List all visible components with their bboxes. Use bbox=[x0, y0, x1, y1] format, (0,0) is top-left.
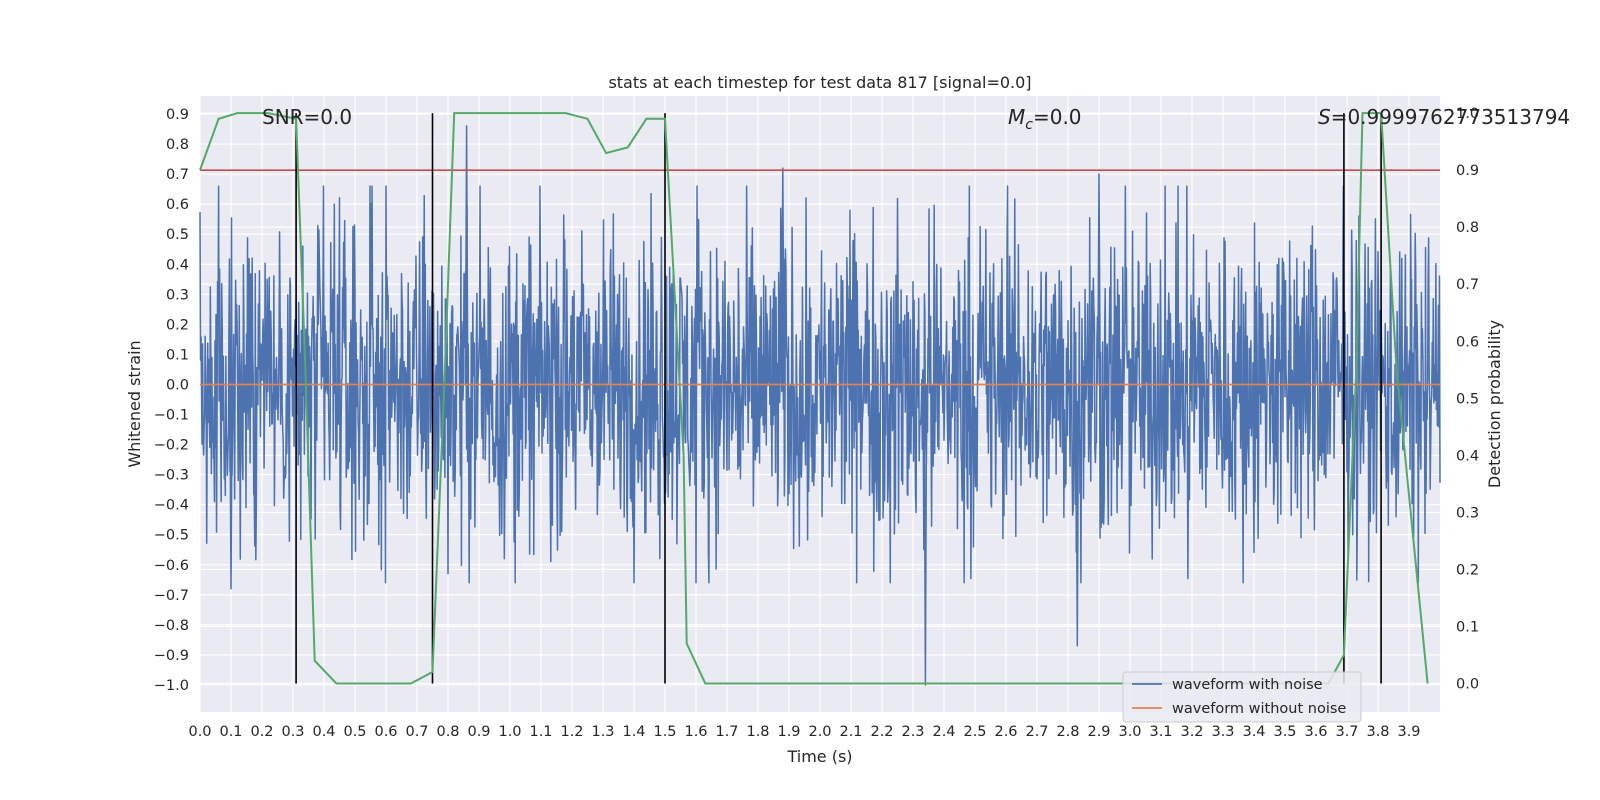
y2-tick-label: 1.0 bbox=[1456, 106, 1479, 122]
y-tick-label: −0.2 bbox=[154, 438, 189, 454]
x-tick-label: 0.7 bbox=[405, 724, 428, 740]
legend: waveform with noise waveform without noi… bbox=[1122, 671, 1362, 723]
x-tick-label: 3.4 bbox=[1242, 724, 1265, 740]
y-tick-label: −0.7 bbox=[154, 588, 189, 604]
annotation-mc: Mc=0.0 bbox=[1008, 105, 1082, 133]
y2-axis-label: Detection probability bbox=[1485, 320, 1504, 488]
y-tick-label: 0.9 bbox=[166, 107, 189, 123]
x-tick-label: 2.5 bbox=[963, 724, 986, 740]
legend-box bbox=[1122, 671, 1362, 723]
x-tick-label: 1.1 bbox=[529, 724, 552, 740]
event-markers bbox=[295, 113, 1382, 684]
y2-tick-label: 0.1 bbox=[1456, 619, 1479, 635]
x-tick-label: 0.9 bbox=[467, 724, 490, 740]
noise-waveform-path bbox=[199, 125, 1441, 686]
y2-tick-label: 0.2 bbox=[1456, 562, 1479, 578]
x-tick-labels: 0.0 0.1 0.2 0.3 0.4 0.5 0.6 0.7 0.8 0.9 1.0 1.1 1.2 1… bbox=[188, 724, 1420, 740]
x-tick-label: 1.9 bbox=[777, 724, 800, 740]
series-detection-probability bbox=[199, 112, 1429, 685]
x-tick-label: 3.2 bbox=[1180, 724, 1203, 740]
x-tick-label: 1.2 bbox=[560, 724, 583, 740]
x-tick-label: 0.1 bbox=[219, 724, 242, 740]
y-tick-label: 0.0 bbox=[166, 377, 189, 393]
series-waveform-with-noise bbox=[199, 125, 1441, 686]
y-tick-label: −0.5 bbox=[154, 528, 189, 544]
y2-tick-labels: 1.0 0.9 0.8 0.7 0.6 0.5 0.4 0.3 0.2 0.1 0.0 bbox=[1456, 106, 1479, 692]
y2-tick-label: 0.4 bbox=[1456, 448, 1479, 464]
y2-tick-label: 0.0 bbox=[1456, 676, 1479, 692]
annotation-s: S=0.9999762773513794 bbox=[1318, 105, 1570, 129]
x-tick-label: 2.7 bbox=[1025, 724, 1048, 740]
x-tick-label: 2.9 bbox=[1087, 724, 1110, 740]
x-tick-label: 2.4 bbox=[932, 724, 955, 740]
y-tick-labels: 0.9 0.8 0.7 0.6 0.5 0.4 0.3 0.2 0.1 0.0 −0.1 −0.2 −0… bbox=[154, 107, 189, 694]
x-tick-label: 0.0 bbox=[188, 724, 211, 740]
x-tick-label: 1.6 bbox=[684, 724, 707, 740]
x-tick-label: 1.0 bbox=[498, 724, 521, 740]
y2-tick-label: 0.7 bbox=[1456, 277, 1479, 293]
y-tick-label: 0.2 bbox=[166, 317, 189, 333]
y-tick-label: 0.4 bbox=[166, 257, 189, 273]
y-tick-label: 0.8 bbox=[166, 137, 189, 153]
y-tick-label: 0.7 bbox=[166, 167, 189, 183]
y-tick-label: −0.3 bbox=[154, 468, 189, 484]
y-tick-label: −0.8 bbox=[154, 618, 189, 634]
x-tick-label: 0.4 bbox=[312, 724, 335, 740]
x-tick-label: 0.6 bbox=[374, 724, 397, 740]
chart-title: stats at each timestep for test data 817… bbox=[608, 73, 1031, 92]
y2-tick-label: 0.3 bbox=[1456, 505, 1479, 521]
x-tick-label: 1.8 bbox=[746, 724, 769, 740]
y-tick-label: 0.1 bbox=[166, 347, 189, 363]
x-tick-label: 0.2 bbox=[250, 724, 273, 740]
x-tick-label: 1.4 bbox=[622, 724, 645, 740]
x-tick-label: 1.7 bbox=[715, 724, 738, 740]
x-tick-label: 3.5 bbox=[1273, 724, 1296, 740]
y2-tick-label: 0.9 bbox=[1456, 163, 1479, 179]
x-tick-label: 0.5 bbox=[343, 724, 366, 740]
y2-tick-label: 0.6 bbox=[1456, 334, 1479, 350]
y-tick-label: −0.4 bbox=[154, 498, 189, 514]
x-tick-label: 2.1 bbox=[839, 724, 862, 740]
annotation-snr: SNR=0.0 bbox=[262, 105, 352, 129]
x-tick-label: 3.7 bbox=[1335, 724, 1358, 740]
x-tick-label: 1.3 bbox=[591, 724, 614, 740]
x-tick-label: 2.2 bbox=[870, 724, 893, 740]
x-tick-label: 2.8 bbox=[1056, 724, 1079, 740]
x-tick-label: 0.8 bbox=[436, 724, 459, 740]
x-tick-label: 2.3 bbox=[901, 724, 924, 740]
x-tick-label: 3.0 bbox=[1118, 724, 1141, 740]
x-tick-label: 3.9 bbox=[1397, 724, 1420, 740]
y-tick-label: −0.1 bbox=[154, 408, 189, 424]
y-axis-label: Whitened strain bbox=[125, 340, 144, 467]
x-tick-label: 3.6 bbox=[1304, 724, 1327, 740]
y-tick-label: −0.6 bbox=[154, 558, 189, 574]
x-tick-label: 2.0 bbox=[808, 724, 831, 740]
x-tick-label: 3.1 bbox=[1149, 724, 1172, 740]
y2-tick-label: 0.8 bbox=[1456, 220, 1479, 236]
y-tick-label: −1.0 bbox=[154, 678, 189, 694]
x-tick-label: 0.3 bbox=[281, 724, 304, 740]
y-tick-label: 0.5 bbox=[166, 227, 189, 243]
x-tick-label: 2.6 bbox=[994, 724, 1017, 740]
x-tick-label: 3.3 bbox=[1211, 724, 1234, 740]
legend-label-noise: waveform with noise bbox=[1172, 677, 1323, 693]
y-tick-label: −0.9 bbox=[154, 648, 189, 664]
x-axis-label: Time (s) bbox=[786, 747, 852, 766]
legend-label-clean: waveform without noise bbox=[1172, 701, 1346, 717]
y2-tick-label: 0.5 bbox=[1456, 391, 1479, 407]
x-tick-label: 1.5 bbox=[653, 724, 676, 740]
x-tick-label: 3.8 bbox=[1366, 724, 1389, 740]
y-tick-label: 0.3 bbox=[166, 287, 189, 303]
y-tick-label: 0.6 bbox=[166, 197, 189, 213]
